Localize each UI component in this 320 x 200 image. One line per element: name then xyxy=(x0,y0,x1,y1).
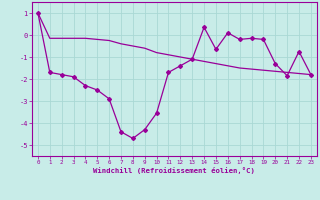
X-axis label: Windchill (Refroidissement éolien,°C): Windchill (Refroidissement éolien,°C) xyxy=(93,167,255,174)
